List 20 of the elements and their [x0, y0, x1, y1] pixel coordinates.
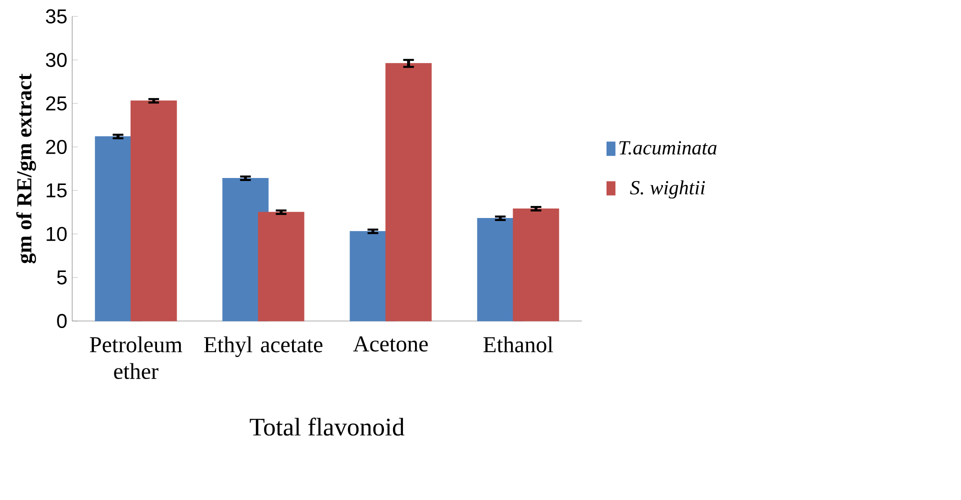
bar: [130, 100, 177, 322]
bar: [258, 212, 304, 322]
y-tick-label: 5: [57, 270, 67, 285]
legend-label: S. wightii: [630, 180, 705, 199]
x-axis-title: Total flavonoid: [250, 418, 404, 436]
y-tick-label: 30: [46, 53, 67, 68]
x-tick-label: Ethanol: [484, 336, 553, 353]
x-tick-label: Ethyl acetate: [204, 336, 322, 358]
y-tick-label: 0: [57, 314, 67, 328]
legend-label: T.acuminata: [619, 141, 717, 155]
bar: [512, 208, 560, 322]
y-tick-label: 15: [46, 184, 67, 198]
bar: [385, 63, 432, 322]
y-tick-label: 35: [46, 10, 67, 24]
y-tick-label: 25: [46, 96, 67, 111]
x-tick-label: Acetone: [353, 336, 428, 352]
y-axis-title: gm of RE/gm extract: [16, 74, 36, 264]
y-tick-label: 20: [46, 140, 67, 154]
y-tick-label: 10: [46, 227, 67, 242]
x-tick-label: Petroleum ether: [90, 336, 182, 380]
